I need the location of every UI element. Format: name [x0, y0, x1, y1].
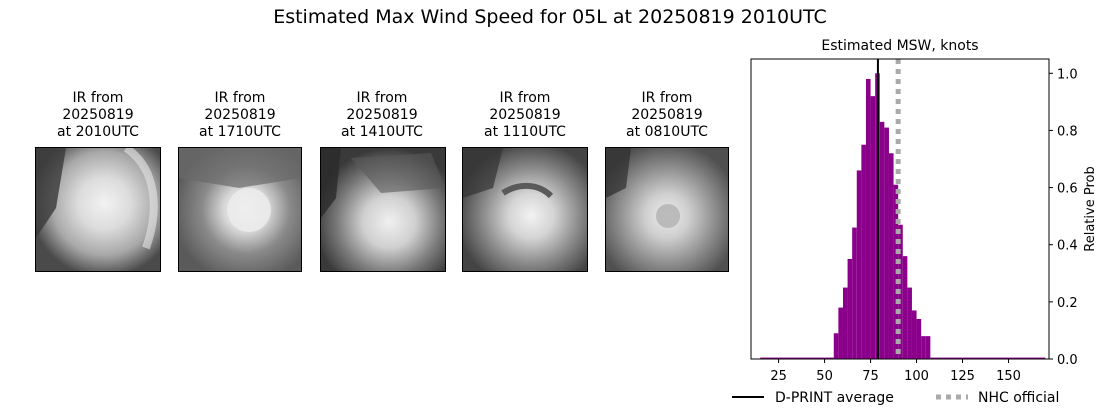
y-tick-label: 0.4 [1057, 239, 1078, 254]
chart-title: Estimated MSW, knots [821, 38, 978, 54]
plot-frame [750, 58, 1050, 360]
ir-satellite-image [605, 147, 729, 272]
histogram-bar [911, 310, 917, 359]
ir-panel-title: IR from 20250819 at 2010UTC [23, 90, 173, 141]
ir-title-line: IR from [356, 90, 408, 106]
ir-title-line: at 2010UTC [57, 124, 139, 140]
legend-label: NHC official [978, 390, 1059, 406]
histogram-bar [861, 144, 866, 359]
ir-title-line: IR from [72, 90, 124, 106]
figure-title: Estimated Max Wind Speed for 05L at 2025… [273, 6, 827, 28]
y-axis-label: Relative Prob [1083, 166, 1098, 251]
ir-satellite-image [35, 147, 161, 272]
ir-title-line: 20250819 [346, 107, 418, 123]
legend-label: D-PRINT average [775, 390, 894, 406]
histogram-bar [884, 127, 889, 359]
histogram-bar [838, 307, 843, 359]
x-tick-label: 75 [862, 369, 879, 384]
ir-satellite-image [462, 147, 588, 272]
y-tick-label: 0.0 [1057, 353, 1078, 368]
histogram-bar [902, 256, 908, 359]
histogram-bar [833, 333, 839, 359]
ir-title-line: 20250819 [62, 107, 134, 123]
histogram-bar [907, 287, 912, 359]
histogram-bar [847, 259, 853, 359]
histogram-bar [760, 357, 834, 359]
histogram-bar [856, 170, 862, 359]
y-tick-label: 0.2 [1057, 296, 1078, 311]
ir-title-line: IR from [641, 90, 693, 106]
ir-panel-title: IR from 20250819 at 1410UTC [307, 90, 457, 141]
histogram-bar [930, 357, 1046, 359]
ir-title-line: 20250819 [204, 107, 276, 123]
legend: D-PRINT average NHC official [732, 390, 1059, 406]
ir-satellite-image [320, 147, 446, 272]
histogram-bar [870, 96, 876, 360]
ir-panel-title: IR from 20250819 at 0810UTC [592, 90, 742, 141]
ir-panel-title: IR from 20250819 at 1710UTC [165, 90, 315, 141]
ir-title-line: at 0810UTC [626, 124, 708, 140]
x-tick-label: 150 [996, 369, 1021, 384]
ir-satellite-image [178, 147, 302, 272]
x-tick-label: 100 [904, 369, 929, 384]
histogram-bar [921, 336, 926, 359]
ir-panel-title: IR from 20250819 at 1110UTC [450, 90, 600, 141]
histogram-bar [925, 336, 931, 359]
x-tick-label: 50 [816, 369, 833, 384]
ir-title-line: 20250819 [631, 107, 703, 123]
histogram-bar [888, 153, 894, 359]
ir-title-line: at 1410UTC [341, 124, 423, 140]
histogram-bar [852, 227, 857, 359]
y-tick-label: 0.6 [1057, 182, 1078, 197]
ir-title-line: IR from [499, 90, 551, 106]
histogram-bar [916, 319, 922, 359]
ir-title-line: 20250819 [489, 107, 561, 123]
x-tick-label: 125 [950, 369, 975, 384]
ir-title-line: at 1110UTC [484, 124, 566, 140]
x-tick-label: 25 [770, 369, 787, 384]
y-tick-label: 1.0 [1057, 67, 1078, 82]
histogram-bar [879, 121, 885, 359]
ir-title-line: at 1710UTC [199, 124, 281, 140]
histogram-bar [865, 79, 871, 359]
histogram-bar [842, 287, 848, 359]
ir-title-line: IR from [214, 90, 266, 106]
y-tick-label: 0.8 [1057, 124, 1078, 139]
